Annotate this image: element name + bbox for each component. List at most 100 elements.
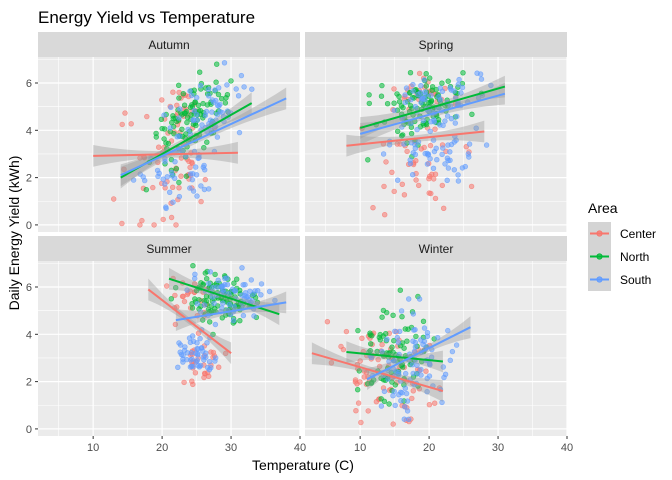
point-south bbox=[169, 169, 175, 176]
point-center bbox=[156, 144, 162, 150]
point-center bbox=[121, 166, 127, 173]
point-south bbox=[193, 164, 199, 170]
point-south bbox=[190, 171, 196, 177]
point-south bbox=[189, 177, 196, 183]
point-center bbox=[170, 89, 176, 95]
point-north bbox=[193, 122, 199, 129]
point-north bbox=[386, 401, 392, 407]
point-south bbox=[435, 335, 441, 341]
point-south bbox=[414, 126, 420, 133]
point-south bbox=[214, 102, 221, 109]
point-north bbox=[384, 100, 391, 107]
point-south bbox=[436, 94, 442, 100]
point-south bbox=[459, 165, 466, 171]
point-south bbox=[421, 77, 427, 83]
point-south bbox=[459, 84, 466, 91]
point-north bbox=[427, 75, 433, 81]
point-center bbox=[421, 144, 427, 151]
point-north bbox=[219, 95, 225, 102]
point-center bbox=[338, 343, 344, 350]
point-south bbox=[235, 93, 242, 99]
point-south bbox=[412, 103, 419, 110]
point-south bbox=[194, 111, 200, 118]
point-north bbox=[179, 126, 185, 133]
point-north bbox=[392, 382, 398, 388]
point-south bbox=[418, 82, 424, 89]
point-south bbox=[442, 118, 448, 124]
point-north bbox=[159, 125, 165, 132]
facet-strip bbox=[38, 32, 300, 57]
point-north bbox=[423, 70, 429, 77]
point-south bbox=[211, 300, 217, 307]
legend-entries: Center North South bbox=[588, 222, 656, 291]
point-north bbox=[397, 287, 403, 293]
point-south bbox=[206, 93, 212, 99]
point-south bbox=[199, 345, 205, 351]
point-center bbox=[173, 222, 179, 228]
point-south bbox=[442, 371, 449, 377]
point-south bbox=[454, 113, 460, 120]
point-center bbox=[468, 183, 475, 190]
fit-line-south bbox=[366, 326, 471, 381]
point-center bbox=[190, 381, 196, 388]
point-north bbox=[355, 327, 361, 334]
point-north bbox=[200, 282, 206, 288]
point-center bbox=[216, 364, 222, 370]
point-south bbox=[427, 362, 433, 368]
facet-strip-label: Winter bbox=[419, 242, 454, 256]
point-center bbox=[399, 181, 405, 188]
point-south bbox=[209, 109, 215, 115]
point-north bbox=[379, 82, 385, 89]
point-north bbox=[384, 309, 390, 316]
point-south bbox=[216, 85, 222, 91]
point-south bbox=[252, 288, 258, 294]
point-center bbox=[170, 184, 176, 191]
point-south bbox=[444, 177, 450, 184]
point-south bbox=[477, 71, 484, 77]
point-north bbox=[387, 349, 393, 356]
point-north bbox=[204, 276, 210, 282]
point-south bbox=[385, 376, 391, 382]
point-south bbox=[219, 109, 226, 116]
point-south bbox=[410, 88, 416, 94]
point-south bbox=[189, 356, 195, 362]
point-south bbox=[420, 117, 426, 124]
point-south bbox=[434, 157, 440, 163]
x-tick-label: 20 bbox=[156, 442, 168, 454]
point-south bbox=[176, 340, 182, 346]
point-north bbox=[165, 140, 172, 147]
point-south bbox=[424, 161, 431, 167]
point-south bbox=[402, 99, 408, 106]
point-south bbox=[458, 90, 464, 96]
point-center bbox=[432, 171, 439, 177]
x-tick-label: 20 bbox=[423, 442, 435, 454]
point-center bbox=[410, 388, 416, 394]
point-south bbox=[448, 141, 455, 148]
point-center bbox=[122, 110, 128, 116]
y-tick-label: 6 bbox=[26, 282, 32, 294]
point-center bbox=[426, 190, 432, 196]
point-center bbox=[139, 217, 145, 224]
point-south bbox=[390, 393, 396, 399]
point-north bbox=[201, 145, 207, 151]
point-center bbox=[324, 319, 331, 325]
point-south bbox=[212, 358, 218, 364]
point-north bbox=[184, 114, 191, 121]
point-south bbox=[398, 308, 405, 314]
point-south bbox=[249, 86, 255, 92]
point-north bbox=[391, 100, 397, 106]
point-south bbox=[206, 367, 213, 373]
point-south bbox=[403, 370, 409, 377]
point-south bbox=[202, 167, 208, 173]
point-south bbox=[221, 60, 228, 66]
y-tick-label: 2 bbox=[26, 377, 32, 389]
point-south bbox=[422, 89, 428, 95]
fit-line-north bbox=[168, 277, 280, 316]
point-south bbox=[391, 107, 397, 114]
point-north bbox=[356, 368, 362, 374]
fit-line-center bbox=[311, 352, 444, 393]
point-south bbox=[197, 309, 204, 315]
point-south bbox=[403, 390, 410, 397]
point-center bbox=[423, 368, 429, 374]
